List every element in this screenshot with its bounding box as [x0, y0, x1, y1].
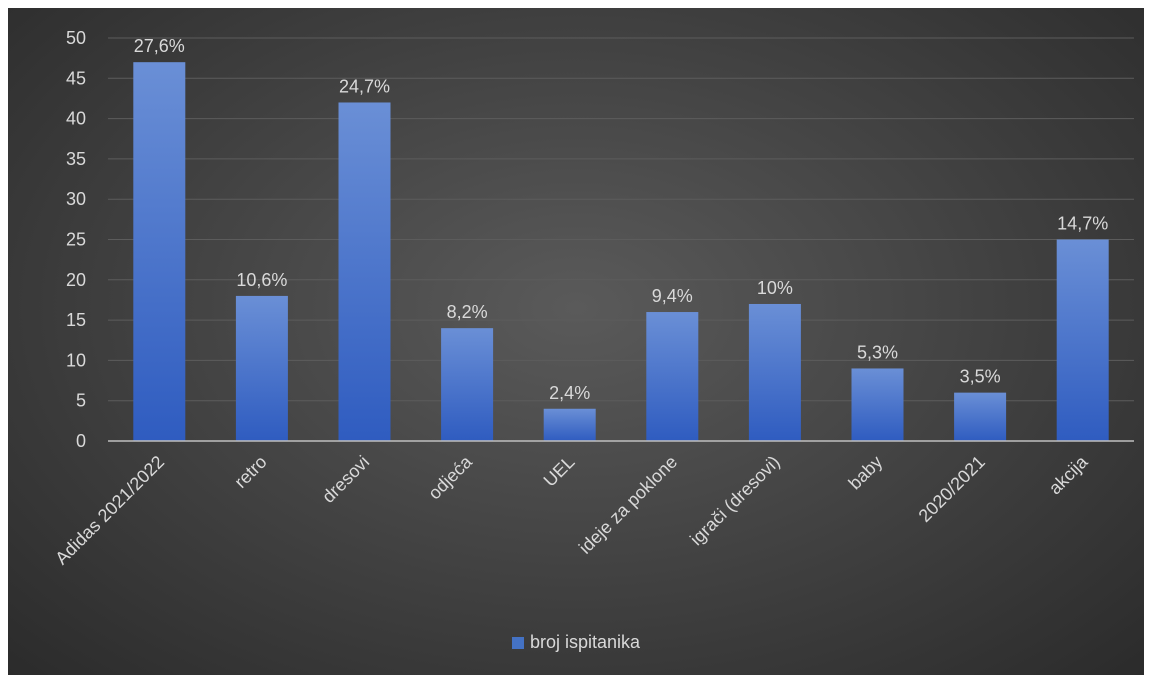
data-label: 3,5% — [960, 367, 1001, 387]
legend-swatch — [511, 636, 524, 649]
x-tick-label: UEL — [540, 452, 579, 491]
y-tick-label: 50 — [66, 28, 86, 48]
x-tick-label: dresovi — [318, 452, 373, 507]
x-tick-label: ideje za poklone — [575, 452, 681, 558]
y-tick-label: 45 — [66, 68, 86, 88]
data-label: 27,6% — [134, 36, 185, 56]
data-label: 8,2% — [447, 302, 488, 322]
data-label: 24,7% — [339, 76, 390, 96]
category-labels: Adidas 2021/2022 retro dresovi odjeća UELide… — [51, 451, 1092, 568]
legend: broj ispitanika — [8, 632, 1144, 654]
y-tick-label: 40 — [66, 109, 86, 129]
bar — [133, 62, 186, 442]
bars — [133, 62, 1109, 442]
y-tick-label: 35 — [66, 149, 86, 169]
data-labels: 27,6% 10,6% 24,7% 8,2% 2,4% 9,4% 10% 5,3% 3,5% 14… — [134, 36, 1108, 403]
y-tick-label: 5 — [76, 391, 86, 411]
data-label: 9,4% — [652, 286, 693, 306]
bar — [646, 312, 699, 441]
y-tick-label: 20 — [66, 270, 86, 290]
x-tick-label: akcija — [1045, 451, 1092, 498]
legend-label: broj ispitanika — [529, 632, 641, 652]
bar — [954, 392, 1007, 441]
x-tick-label: odjeća — [424, 451, 476, 503]
data-label: 14,7% — [1057, 214, 1108, 234]
data-label: 10,6% — [236, 270, 287, 290]
y-tick-label: 30 — [66, 189, 86, 209]
x-tick-label: 2020/2021 — [915, 452, 989, 526]
bar — [1056, 239, 1109, 441]
y-tick-label: 0 — [76, 431, 86, 451]
bar — [748, 303, 801, 441]
x-tick-label: baby — [845, 452, 887, 494]
bar — [338, 102, 391, 441]
data-label: 2,4% — [549, 383, 590, 403]
y-axis-ticks: 0 5 10 15 20 25 30 35 40 45 50 — [66, 28, 86, 451]
bar — [235, 295, 288, 441]
y-tick-label: 25 — [66, 230, 86, 250]
y-tick-label: 10 — [66, 350, 86, 370]
data-label: 10% — [757, 278, 793, 298]
bar-chart: 0 5 10 15 20 25 30 35 40 45 50 27,6% 10,6% 24,7% 8,2%… — [51, 28, 1134, 568]
bar — [543, 408, 596, 441]
x-tick-label: retro — [230, 452, 270, 492]
x-tick-label: Adidas 2021/2022 — [51, 452, 168, 569]
x-tick-label: igrači (dresovi) — [686, 452, 784, 550]
bar — [441, 328, 494, 441]
data-label: 5,3% — [857, 342, 898, 362]
chart-area: 0 5 10 15 20 25 30 35 40 45 50 27,6% 10,6% 24,7% 8,2%… — [8, 8, 1144, 675]
bar — [851, 368, 904, 441]
y-tick-label: 15 — [66, 310, 86, 330]
